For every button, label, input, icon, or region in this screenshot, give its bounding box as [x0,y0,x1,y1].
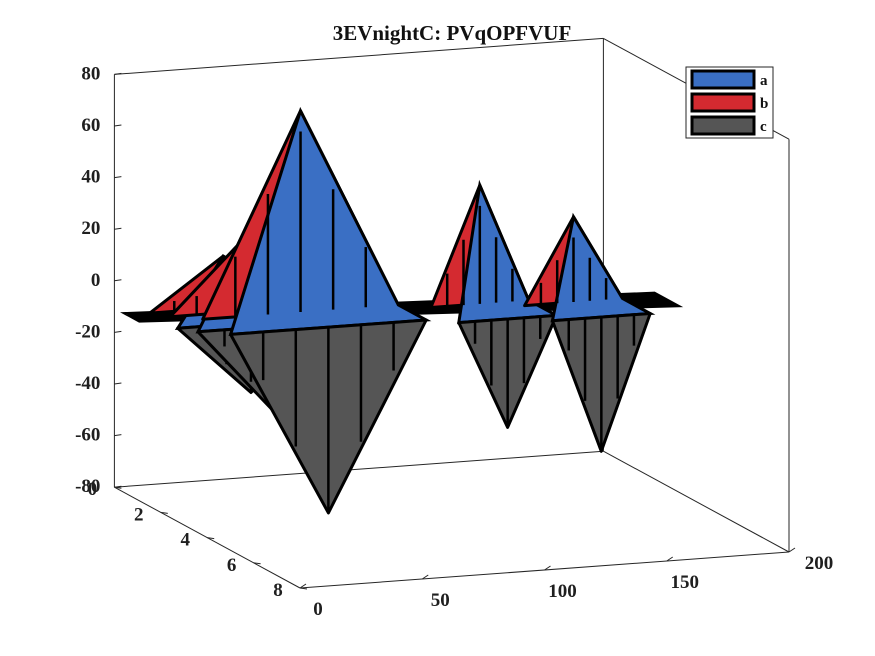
z-tick-label: -20 [75,321,100,342]
z-tick-label: 40 [81,167,100,188]
x-tick-mark [788,547,796,553]
y-tick-mark [253,562,261,565]
y-tick-label: 0 [88,479,98,500]
surface-layer [120,106,684,515]
z-tick-mark [114,279,122,282]
x-tick-mark [666,556,674,562]
z-tick-mark [114,176,122,179]
axis-edge-2 [114,37,604,75]
z-tick-mark [114,227,122,230]
z-tick-label: 20 [81,218,100,239]
axis-edge-0 [114,450,604,488]
y-tick-label: 6 [227,555,237,576]
z-tick-label: 80 [81,63,100,84]
z-tick-mark [114,382,122,385]
legend-label-c: c [760,119,767,135]
y-tick-mark [207,537,215,540]
z-tick-label: 0 [91,270,101,291]
legend-swatch-a [690,69,756,90]
legend: abc [685,66,774,139]
x-tick-label: 0 [313,599,323,620]
legend-label-a: a [760,73,768,89]
z-tick-mark [114,434,122,437]
z-tick-label: -60 [75,425,100,446]
y-tick-label: 2 [134,504,144,525]
x-tick-label: 100 [548,581,577,602]
z-tick-mark [114,72,122,75]
chart-title: 3EVnightC: PVqOPFVUF [333,21,572,45]
z-tick-label: -40 [75,373,100,394]
y-tick-mark [114,486,122,489]
x-tick-label: 50 [431,590,450,611]
z-tick-label: 60 [81,115,100,136]
z-tick-mark [114,124,122,127]
x-tick-label: 200 [805,553,834,574]
legend-swatch-c [690,115,756,136]
y-tick-label: 8 [273,580,283,601]
y-tick-label: 4 [180,530,190,551]
z-tick-label: -80 [75,476,100,497]
x-tick-mark [299,583,307,589]
axis-edge-6 [603,450,790,553]
x-tick-label: 150 [671,572,700,593]
x-tick-mark [544,565,551,571]
legend-swatch-b [690,92,756,113]
legend-label-b: b [760,96,768,112]
y-tick-mark [299,587,308,590]
z-tick-mark [114,330,122,333]
x-tick-mark [421,574,429,580]
y-tick-mark [160,511,168,514]
